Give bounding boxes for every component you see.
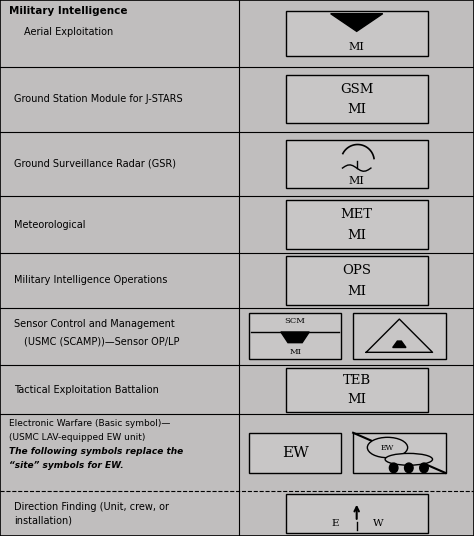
Bar — [285, 75, 428, 123]
Text: E: E — [332, 519, 339, 528]
Bar — [285, 256, 428, 304]
Text: EW: EW — [282, 446, 309, 460]
Bar — [285, 200, 428, 249]
Text: SCM: SCM — [284, 317, 306, 325]
Text: “site” symbols for EW.: “site” symbols for EW. — [9, 460, 124, 470]
Ellipse shape — [385, 453, 433, 465]
Polygon shape — [392, 341, 406, 347]
Bar — [249, 314, 341, 359]
Text: (USMC LAV-equipped EW unit): (USMC LAV-equipped EW unit) — [9, 433, 146, 442]
Text: OPS: OPS — [342, 264, 371, 277]
Text: The following symbols replace the: The following symbols replace the — [9, 446, 184, 456]
Text: MI: MI — [347, 229, 366, 242]
Text: MET: MET — [341, 209, 373, 221]
Text: (USMC (SCAMP))—Sensor OP/LP: (USMC (SCAMP))—Sensor OP/LP — [24, 337, 179, 347]
Bar — [353, 314, 446, 359]
Text: MI: MI — [347, 103, 366, 116]
Text: Ground Station Module for J-STARS: Ground Station Module for J-STARS — [14, 94, 183, 105]
Text: EW: EW — [381, 443, 394, 451]
Bar — [285, 11, 428, 56]
Circle shape — [390, 463, 398, 473]
Text: MI: MI — [289, 348, 301, 356]
Circle shape — [405, 463, 413, 473]
Text: Meteorological: Meteorological — [14, 220, 86, 229]
Text: TEB: TEB — [343, 374, 371, 387]
Ellipse shape — [367, 437, 408, 458]
Polygon shape — [330, 14, 383, 31]
Text: installation): installation) — [14, 515, 72, 525]
Polygon shape — [281, 332, 309, 343]
Text: Military Intelligence Operations: Military Intelligence Operations — [14, 276, 168, 285]
Bar — [249, 433, 341, 473]
Text: Electronic Warfare (Basic symbol)—: Electronic Warfare (Basic symbol)— — [9, 419, 171, 428]
Bar — [285, 368, 428, 412]
Text: W: W — [373, 519, 383, 528]
Text: Tactical Exploitation Battalion: Tactical Exploitation Battalion — [14, 385, 159, 394]
Text: Sensor Control and Management: Sensor Control and Management — [14, 319, 175, 330]
Text: Military Intelligence: Military Intelligence — [9, 6, 128, 17]
Text: MI: MI — [349, 42, 365, 52]
Text: MI: MI — [349, 176, 365, 187]
Text: MI: MI — [347, 285, 366, 297]
Text: MI: MI — [347, 393, 366, 406]
Circle shape — [420, 463, 428, 473]
Bar — [285, 494, 428, 533]
Text: Direction Finding (Unit, crew, or: Direction Finding (Unit, crew, or — [14, 502, 169, 512]
Bar — [353, 433, 446, 473]
Text: GSM: GSM — [340, 83, 374, 96]
Bar — [285, 140, 428, 188]
Text: Aerial Exploitation: Aerial Exploitation — [24, 27, 113, 37]
Text: Ground Surveillance Radar (GSR): Ground Surveillance Radar (GSR) — [14, 159, 176, 169]
